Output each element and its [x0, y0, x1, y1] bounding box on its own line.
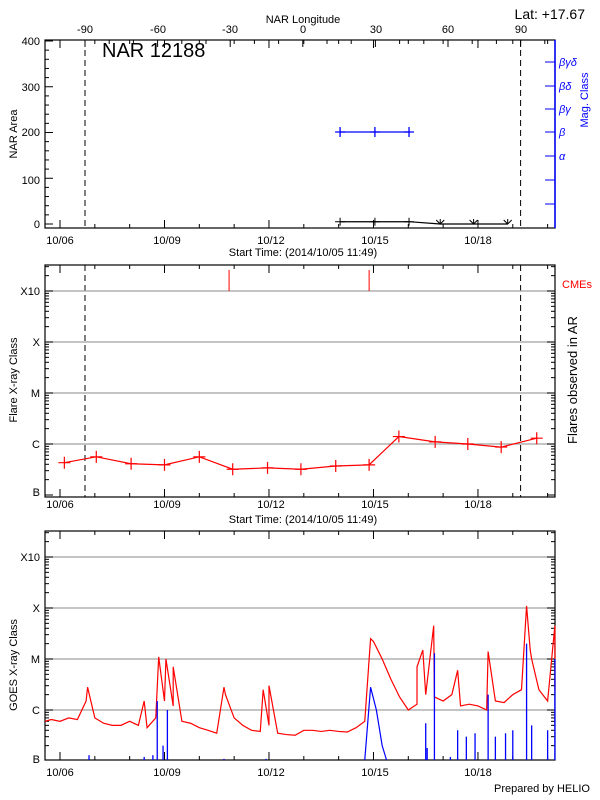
class-tick-label: B: [33, 754, 40, 766]
area-point: [369, 217, 380, 226]
area-line: [340, 221, 508, 225]
area-point: [404, 217, 415, 226]
area-tick-label: 100: [22, 175, 40, 187]
mag-class-axis-label: Mag. Class: [579, 72, 591, 128]
credit-label: Prepared by HELIO: [494, 783, 590, 795]
date-tick-label: 10/15: [361, 235, 389, 247]
middle-x-label: Start Time: (2014/10/05 11:49): [229, 514, 377, 526]
chart-marks: [44, 39, 556, 761]
flare-point: [329, 460, 342, 473]
date-tick-label: 10/15: [361, 767, 389, 779]
mag-class-label: βγδ: [558, 57, 578, 69]
mag-class-point: [369, 127, 380, 137]
class-tick-label: X: [33, 603, 41, 615]
lon-tick-label: -30: [222, 24, 238, 36]
lon-tick-label: 30: [370, 24, 382, 36]
lon-tick-label: -90: [77, 24, 93, 36]
flare-class-tick-labels: B C M X X10: [20, 286, 40, 499]
date-tick-label: 10/12: [257, 499, 285, 511]
cme-label: CMEs: [562, 279, 592, 291]
flare-point: [58, 456, 71, 469]
date-tick-label: 10/18: [464, 499, 492, 511]
flare-y-label: Flare X-ray Class: [8, 337, 20, 422]
lon-tick-label: 90: [515, 24, 527, 36]
class-tick-label: C: [32, 439, 40, 451]
flare-point: [495, 441, 508, 454]
class-tick-label: M: [31, 654, 40, 666]
mag-class-point: [404, 127, 415, 137]
middle-date-tick-labels: 10/06 10/09 10/12 10/15 10/18: [46, 499, 492, 511]
flare-point: [392, 430, 405, 443]
flare-point: [530, 432, 543, 445]
date-tick-label: 10/09: [153, 235, 181, 247]
area-tick-label: 300: [22, 82, 40, 94]
flare-point: [193, 450, 206, 463]
top-axis-label: NAR Longitude: [266, 14, 341, 26]
class-tick-label: X10: [20, 552, 40, 564]
date-tick-label: 10/12: [257, 767, 285, 779]
area-point-zero: [469, 219, 478, 225]
class-tick-label: X: [33, 337, 41, 349]
flare-point: [363, 458, 376, 471]
top-date-tick-labels: 10/06 10/09 10/12 10/15 10/18: [46, 235, 492, 247]
flare-point: [226, 463, 239, 476]
mag-class-label: β: [558, 127, 566, 139]
top-axis-tick-labels: -90 -60 -30 0 30 60 90: [77, 24, 527, 36]
area-tick-label: 400: [22, 36, 40, 48]
lon-tick-label: 0: [300, 24, 306, 36]
date-tick-label: 10/18: [464, 235, 492, 247]
flare-point: [261, 461, 274, 474]
flare-point: [90, 450, 103, 463]
area-tick-label: 0: [34, 219, 40, 231]
lon-tick-label: 60: [442, 24, 454, 36]
area-y-label: NAR Area: [8, 109, 20, 159]
bottom-date-tick-labels: 10/06 10/09 10/12 10/15 10/18: [46, 767, 492, 779]
class-tick-label: X10: [20, 286, 40, 298]
mag-class-tick-labels: α β βγ βδ βγδ: [558, 57, 578, 163]
class-tick-label: M: [31, 388, 40, 400]
area-y-tick-labels: 0 100 200 300 400: [22, 36, 40, 231]
lon-tick-label: -60: [150, 24, 166, 36]
goes-long-channel-line: [44, 605, 556, 736]
panel-frame: [44, 264, 556, 498]
flare-point: [125, 457, 138, 470]
date-tick-label: 10/06: [46, 767, 74, 779]
date-tick-label: 10/09: [153, 767, 181, 779]
goes-y-label: GOES X-ray Class: [8, 619, 20, 711]
mag-class-label: βδ: [558, 81, 572, 93]
goes-short-channel-line: [364, 687, 388, 761]
date-tick-label: 10/12: [257, 235, 285, 247]
class-tick-label: B: [33, 487, 40, 499]
flares-observed-label: Flares observed in AR: [565, 316, 580, 444]
region-title: NAR 12188: [102, 40, 205, 62]
mag-class-point: [335, 127, 346, 137]
date-tick-label: 10/18: [464, 767, 492, 779]
date-tick-label: 10/15: [361, 499, 389, 511]
flare-point: [429, 435, 442, 448]
flare-point: [294, 463, 307, 476]
flare-point: [461, 438, 474, 450]
latitude-label: Lat: +17.67: [515, 6, 586, 22]
date-tick-label: 10/09: [153, 499, 181, 511]
area-point-zero: [503, 219, 513, 225]
area-point-zero: [435, 219, 445, 225]
date-tick-label: 10/06: [46, 499, 74, 511]
mag-class-label: α: [559, 151, 566, 163]
area-tick-label: 200: [22, 127, 40, 139]
area-point: [335, 217, 346, 226]
top-x-label: Start Time: (2014/10/05 11:49): [229, 247, 377, 259]
goes-class-tick-labels: B C M X X10: [20, 552, 40, 766]
flare-point: [158, 458, 171, 471]
class-tick-label: C: [32, 705, 40, 717]
date-tick-label: 10/06: [46, 235, 74, 247]
mag-class-label: βγ: [558, 104, 572, 116]
